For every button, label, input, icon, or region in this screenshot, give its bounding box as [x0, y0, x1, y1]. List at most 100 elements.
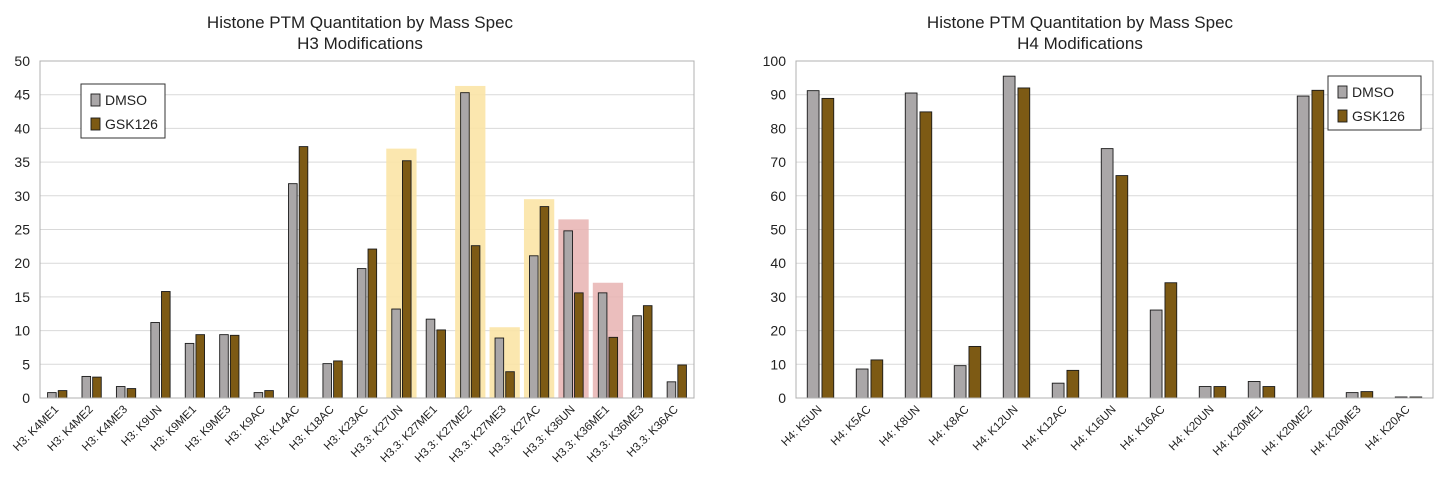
c0-bar-dmso: [460, 92, 470, 399]
c0-highlight-band: [489, 327, 520, 398]
c0-highlight-band: [523, 199, 555, 398]
c1-x-tick-label: H4: K20UN: [1167, 404, 1217, 454]
c0-y-tick-label: 45: [14, 87, 30, 103]
c1-bar-gsk126: [968, 345, 982, 399]
c1-bar-gsk126: [870, 359, 884, 399]
c0-bar-dmso: [184, 342, 195, 399]
c1-bar-gsk126: [919, 111, 933, 399]
c0-bar-dmso: [563, 230, 573, 399]
c1-bar-dmso: [1002, 75, 1016, 399]
c1-legend-swatch: [1337, 85, 1348, 99]
c1-x-tick-label: H4: K16UN: [1069, 404, 1119, 454]
c1-legend-label: DMSO: [1352, 84, 1394, 100]
c1-bar-gsk126: [1115, 175, 1129, 399]
c1-bar-gsk126: [821, 97, 835, 399]
c0-bar-dmso: [81, 375, 92, 399]
c1-bar-dmso: [855, 368, 869, 399]
c1-x-tick-label: H4: K8UN: [878, 404, 923, 449]
c0-highlight-band: [455, 85, 486, 399]
c1-y-tick-label: 30: [770, 289, 786, 305]
c1-y-tick-label: 80: [770, 120, 786, 136]
c0-bar-dmso: [529, 255, 539, 399]
c1-bar-dmso: [953, 365, 967, 399]
c0-bar-gsk126: [195, 334, 205, 399]
c1-y-tick-label: 90: [770, 87, 786, 103]
c0-bar-gsk126: [436, 329, 446, 399]
c1-bar-dmso: [904, 92, 918, 399]
c0-y-tick-label: 40: [14, 120, 30, 136]
c0-y-tick-label: 10: [14, 323, 30, 339]
c1-legend-label: GSK126: [1352, 108, 1405, 124]
c0-y-tick-label: 35: [14, 154, 30, 170]
h3-title-line: Histone PTM Quantitation by Mass Spec: [206, 13, 514, 32]
c1-bar-gsk126: [1262, 386, 1276, 399]
c1-y-tick-label: 10: [770, 356, 786, 372]
c0-plot-border: [39, 60, 695, 399]
c1-bar-dmso: [1051, 382, 1065, 399]
c1-x-tick-label: H4: K5AC: [829, 404, 874, 449]
c1-x-tick-label: H4: K5UN: [780, 404, 825, 449]
c1-legend-swatch: [1337, 109, 1348, 123]
c1-bar-dmso: [1198, 386, 1212, 399]
c0-bar-dmso: [322, 363, 332, 399]
c1-bar-gsk126: [1164, 282, 1178, 399]
c0-bar-gsk126: [298, 146, 309, 399]
h4-title-line: Histone PTM Quantitation by Mass Spec: [926, 13, 1234, 32]
c1-x-tick-label: H4: K20ME3: [1309, 404, 1364, 459]
c0-bar-gsk126: [333, 360, 343, 399]
c1-x-tick-label: H4: K8AC: [927, 404, 972, 449]
c0-bar-dmso: [356, 268, 367, 399]
c1-bar-gsk126: [1017, 87, 1031, 399]
c0-bar-gsk126: [402, 160, 412, 399]
c0-bar-gsk126: [57, 390, 68, 399]
h3-subtitle-line: H3 Modifications: [297, 34, 423, 53]
c1-bar-dmso: [806, 90, 820, 399]
h3-chart-title: Histone PTM Quantitation by Mass Spec H3…: [0, 12, 720, 54]
c0-y-tick-label: 50: [14, 53, 30, 69]
c0-y-tick-label: 5: [22, 356, 30, 372]
c1-x-tick-label: H4: K16AC: [1118, 404, 1167, 453]
c1-bar-gsk126: [1066, 369, 1080, 399]
c0-bar-dmso: [150, 322, 160, 399]
c0-bar-dmso: [494, 337, 505, 399]
c0-bar-gsk126: [161, 291, 171, 399]
c1-bar-gsk126: [1311, 89, 1325, 399]
c0-bar-gsk126: [677, 364, 687, 399]
c0-bar-gsk126: [539, 206, 550, 399]
c0-bar-dmso: [666, 381, 677, 399]
c0-bar-dmso: [219, 334, 229, 399]
c1-bar-dmso: [1345, 392, 1359, 399]
c0-bar-dmso: [632, 315, 642, 399]
c0-highlight-band: [558, 219, 589, 398]
c0-bar-dmso: [288, 183, 298, 399]
h4-chart-panel: Histone PTM Quantitation by Mass Spec H4…: [720, 0, 1440, 478]
c1-bar-dmso: [1100, 148, 1114, 399]
h4-subtitle-line: H4 Modifications: [1017, 34, 1143, 53]
c0-bar-dmso: [47, 392, 57, 399]
h4-chart-title: Histone PTM Quantitation by Mass Spec H4…: [720, 12, 1440, 54]
c0-bar-dmso: [253, 392, 264, 399]
c0-legend-label: GSK126: [105, 116, 158, 132]
c0-legend-label: DMSO: [105, 92, 147, 108]
c0-highlight-band: [386, 148, 417, 398]
c0-y-tick-label: 15: [14, 289, 30, 305]
c1-y-tick-label: 0: [778, 390, 786, 406]
c0-bar-gsk126: [470, 245, 481, 399]
c0-legend-swatch: [90, 93, 101, 107]
h3-chart-panel: Histone PTM Quantitation by Mass Spec H3…: [0, 12, 720, 465]
c0-bar-gsk126: [505, 371, 515, 399]
c1-y-tick-label: 50: [770, 222, 786, 238]
c1-y-tick-label: 40: [770, 255, 786, 271]
c0-highlight-band: [592, 282, 624, 398]
c0-bar-gsk126: [574, 292, 584, 399]
c0-bar-gsk126: [126, 388, 137, 399]
c1-x-tick-label: H4: K12AC: [1020, 404, 1069, 453]
c0-legend-swatch: [90, 117, 101, 131]
c1-bar-dmso: [1149, 309, 1163, 399]
c1-y-tick-label: 60: [770, 188, 786, 204]
c0-y-tick-label: 0: [22, 390, 30, 406]
c1-x-tick-label: H4: K20AC: [1363, 404, 1412, 453]
c1-x-tick-label: H4: K20ME2: [1260, 404, 1315, 459]
c0-y-tick-label: 30: [14, 188, 30, 204]
